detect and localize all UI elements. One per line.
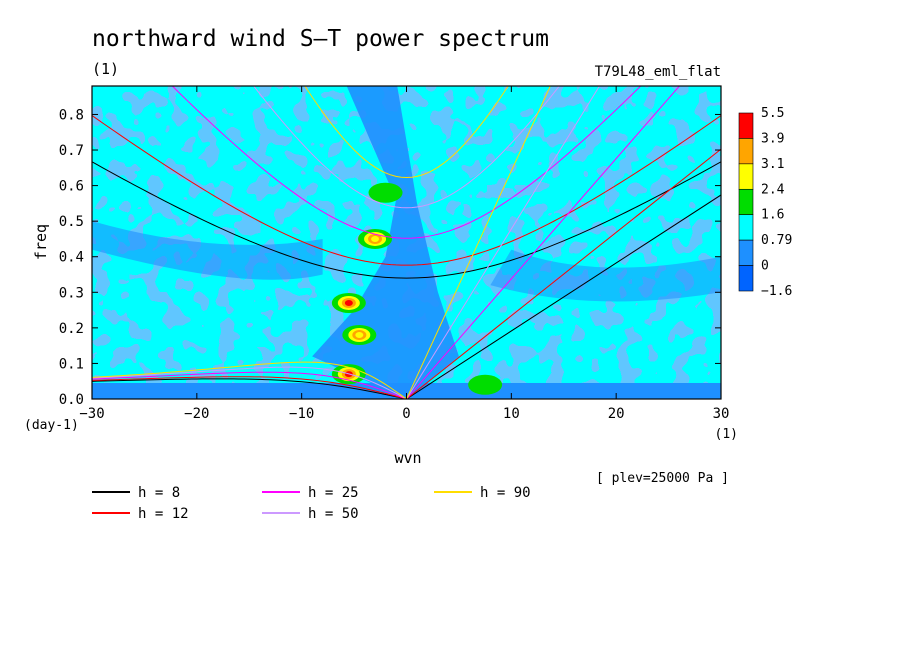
peak-core: [381, 189, 390, 196]
low-power-cone: [312, 86, 459, 399]
inertia-gravity-curve: [304, 86, 509, 179]
legend: h = 8 h = 12 h = 25 h = 50 h = 90: [92, 485, 531, 522]
rossby-curve: [92, 378, 407, 399]
colorbar-swatch: [738, 112, 754, 139]
x-tick-label: 20: [608, 406, 625, 422]
colorbar-label: 3.1: [761, 157, 784, 172]
colorbar-label: 2.4: [761, 182, 785, 197]
y-tick-label: 0.8: [59, 107, 84, 123]
pressure-annotation: [ plev=25000 Pa ]: [596, 471, 729, 486]
x-tick-label: 30: [713, 406, 730, 422]
inertia-gravity-curve: [92, 161, 721, 279]
colorbar-swatch: [738, 188, 754, 216]
legend-label: h = 50: [308, 506, 359, 522]
rossby-curve: [92, 371, 407, 399]
x-tick-label: −20: [184, 406, 209, 422]
low-power-band-east: [490, 249, 721, 302]
kelvin-line: [406, 148, 721, 399]
colorbar-swatch: [738, 138, 754, 165]
x-tick-label: 0: [402, 406, 410, 422]
y-tick-label: 0.4: [59, 250, 84, 266]
low-power-bottom-strip: [92, 382, 721, 399]
colorbar-label: 1.6: [761, 208, 784, 223]
dispersion-curve-layer: [92, 86, 721, 399]
colorbar-label: 0.79: [761, 233, 792, 248]
legend-item: h = 12: [92, 506, 189, 522]
peak-core: [371, 235, 380, 242]
y-tick-label: 0.6: [59, 179, 84, 195]
spectral-peak: [368, 182, 403, 203]
dispersion-curve-12: [92, 115, 721, 399]
colorbar-swatch: [738, 265, 754, 292]
legend-label: h = 12: [138, 506, 189, 522]
legend-label: h = 90: [480, 485, 531, 501]
low-power-regions: [92, 86, 721, 399]
peak-core: [481, 381, 490, 388]
rossby-curve: [92, 361, 407, 399]
rossby-curve: [92, 376, 407, 399]
legend-item: h = 8: [92, 485, 180, 501]
dispersion-curve-25: [92, 86, 681, 399]
spectral-peak: [468, 374, 503, 395]
spectral-peak: [342, 324, 377, 345]
y-axis-label: freq: [32, 224, 50, 260]
x-axis: −30 −20 −10 0 10 20 30: [79, 86, 729, 422]
inertia-gravity-curve: [92, 115, 721, 266]
run-label: T79L48_eml_flat: [595, 64, 721, 80]
colorbar: 5.5 3.9 3.1 2.4 1.6 0.79 0 −1.6: [738, 106, 792, 299]
spectral-peak: [358, 228, 393, 249]
y-tick-label: 0.7: [59, 143, 84, 159]
peak-core: [355, 331, 364, 338]
kelvin-line: [406, 86, 681, 399]
legend-item: h = 90: [434, 485, 531, 501]
kelvin-line: [406, 194, 721, 399]
colorbar-label: 3.9: [761, 131, 784, 146]
dispersion-curve-50: [92, 86, 601, 399]
x-tick-label: −10: [289, 406, 314, 422]
low-power-band-west: [92, 221, 323, 280]
inertia-gravity-curve: [253, 86, 560, 209]
colorbar-label: 0: [761, 259, 769, 274]
legend-item: h = 25: [262, 485, 359, 501]
x-axis-label: wvn: [394, 449, 421, 467]
colorbar-swatch: [738, 214, 754, 241]
x-tick-label: −30: [79, 406, 104, 422]
colorbar-label: −1.6: [761, 284, 792, 299]
colorbar-label: 5.5: [761, 106, 784, 121]
chart-subtitle: (1): [92, 60, 119, 78]
legend-item: h = 50: [262, 506, 359, 522]
dispersion-curve-8: [92, 161, 721, 399]
legend-label: h = 8: [138, 485, 180, 501]
kelvin-line: [406, 86, 551, 399]
y-tick-label: 0.2: [59, 321, 84, 337]
colorbar-swatch: [738, 239, 754, 266]
y-tick-label: 0.5: [59, 214, 84, 230]
legend-label: h = 25: [308, 485, 359, 501]
rossby-curve: [92, 366, 407, 399]
x-tick-label: 10: [503, 406, 520, 422]
peak-core: [344, 299, 353, 306]
inertia-gravity-curve: [171, 86, 642, 239]
dispersion-curve-90: [92, 86, 551, 399]
y-axis-unit: (day-1): [24, 418, 79, 433]
spectral-peak: [331, 292, 366, 313]
y-tick-label: 0.3: [59, 285, 84, 301]
y-axis: 0.0 0.1 0.2 0.3 0.4 0.5 0.6 0.7 0.8: [59, 107, 721, 408]
colorbar-swatch: [738, 163, 754, 190]
plot-area: [92, 86, 721, 399]
chart-title: northward wind S–T power spectrum: [92, 26, 549, 52]
kelvin-line: [406, 86, 601, 399]
y-tick-label: 0.0: [59, 392, 84, 408]
x-axis-unit: (1): [715, 427, 738, 442]
y-tick-label: 0.1: [59, 356, 84, 372]
